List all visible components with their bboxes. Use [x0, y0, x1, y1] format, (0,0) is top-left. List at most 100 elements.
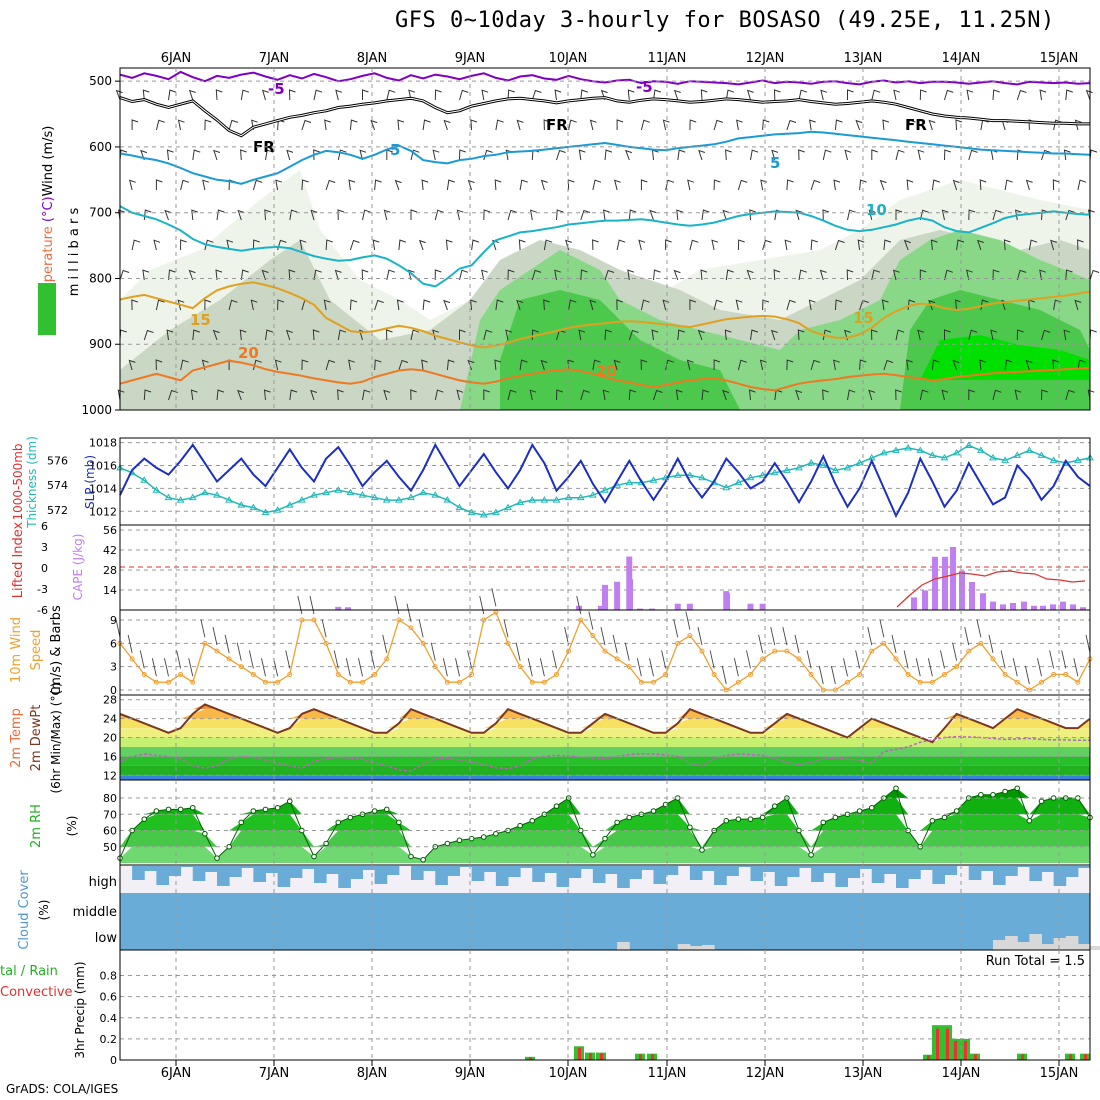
slp-tick-label: 1016 — [89, 459, 117, 472]
wind-speed-marker — [772, 648, 778, 654]
wind-barb — [834, 239, 845, 251]
day-label-top: 15JAN — [1040, 51, 1079, 66]
wind-barb — [128, 359, 136, 371]
wind-barb — [868, 389, 876, 401]
surface-wind-barb — [709, 650, 715, 669]
wind-barb — [359, 149, 367, 161]
wind-barb — [261, 89, 269, 101]
wind-barb — [494, 359, 502, 371]
wind-barb — [383, 209, 391, 221]
wind-barb — [543, 239, 553, 251]
thickness-marker — [200, 488, 209, 496]
thickness-marker — [782, 466, 791, 473]
wind-barb — [252, 179, 263, 191]
wind-barb — [725, 149, 732, 161]
surface-wind-barb — [527, 658, 533, 677]
wind-barb — [143, 329, 154, 341]
rh2m-marker — [420, 856, 426, 863]
thickness-marker — [855, 458, 864, 466]
cape-bar — [942, 556, 948, 610]
wind-barb — [917, 149, 925, 161]
wind-barb — [467, 179, 475, 191]
cape-bar — [959, 570, 965, 610]
wind-speed-marker — [990, 656, 996, 662]
wind-barb — [919, 389, 929, 401]
thickness-marker — [976, 446, 985, 453]
high-cloud-bar — [374, 866, 388, 884]
rh2m-marker — [650, 808, 657, 814]
wind-barb — [673, 269, 681, 281]
wind-barb — [722, 209, 730, 221]
wind-barb — [240, 89, 250, 101]
wind-barb — [337, 329, 347, 341]
rh2m-marker — [456, 837, 463, 844]
wind-barb — [337, 389, 344, 401]
contour-label: -5 — [268, 80, 285, 98]
rh2m-marker — [274, 804, 281, 811]
rh2m-marker — [856, 808, 863, 814]
wind-barb — [638, 239, 646, 251]
surface-wind-barb — [236, 642, 242, 661]
surface-wind-barb — [1012, 658, 1018, 677]
cape-bar — [950, 547, 956, 610]
high-cloud-bar — [556, 866, 570, 887]
wind-barb — [665, 239, 672, 250]
day-label-bottom: 7JAN — [259, 1066, 290, 1081]
wind-barb — [516, 119, 524, 131]
wind-barb — [966, 89, 974, 101]
rh2m-marker — [202, 830, 208, 837]
rh2m-marker — [832, 814, 839, 821]
high-cloud-bar — [544, 866, 557, 873]
wind-barb — [456, 209, 464, 221]
surface-wind-barb — [224, 634, 230, 653]
surface-wind-barb — [746, 650, 751, 669]
wind-barb — [348, 179, 356, 191]
cape-tick-label: 14 — [103, 584, 117, 597]
wind-barb — [844, 149, 852, 161]
high-cloud-bar — [750, 866, 764, 881]
wind-barb — [977, 239, 984, 251]
wind-barb — [492, 239, 499, 251]
wind-barb — [822, 209, 830, 221]
rh2m-marker — [820, 819, 827, 826]
wind-barb — [349, 239, 360, 251]
wind-barb — [1065, 269, 1073, 281]
wind-barb — [956, 239, 965, 251]
wind-barb — [155, 179, 163, 190]
rh2m-band — [120, 814, 1090, 831]
wind-barb — [700, 269, 708, 281]
wind-barb — [313, 269, 322, 281]
wind-barb — [846, 269, 854, 281]
rh2m-marker — [1002, 788, 1008, 795]
wind-speed-marker — [226, 656, 232, 662]
wind-speed-marker — [384, 656, 390, 662]
wind-barb — [881, 299, 889, 311]
low-cloud-bar — [1029, 934, 1042, 950]
convective-bar — [651, 1054, 654, 1060]
rh2m-band — [120, 788, 1090, 798]
wind-barb — [700, 89, 708, 101]
wind-barb — [374, 299, 384, 311]
rh2m-marker — [493, 830, 499, 837]
wind-barb — [410, 149, 420, 161]
contour-label: FR — [905, 116, 927, 134]
wind-barb — [168, 269, 176, 281]
precip-ylabel: 3hr Precip (mm) — [73, 961, 87, 1058]
thickness-marker — [540, 496, 549, 503]
wind-barb — [979, 179, 987, 191]
wind-barb — [930, 239, 938, 251]
wind-barb — [713, 359, 721, 370]
day-label-bottom: 6JAN — [161, 1066, 192, 1081]
convective-bar — [1069, 1054, 1072, 1060]
wind-barb — [903, 239, 911, 251]
wind-barb — [602, 389, 610, 401]
wind-speed-marker — [529, 679, 535, 685]
thickness-marker — [625, 478, 634, 486]
wind-barb — [288, 89, 296, 101]
wind-speed-marker — [893, 656, 899, 662]
surface-wind-barb — [358, 658, 363, 677]
surface-wind-barb — [479, 595, 485, 615]
wind-barb — [578, 149, 586, 161]
rh2m-marker — [335, 819, 342, 826]
thickness-marker — [1013, 451, 1022, 458]
